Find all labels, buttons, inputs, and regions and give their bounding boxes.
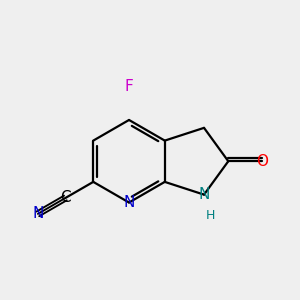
Text: C: C [60, 190, 71, 206]
Text: N: N [123, 195, 135, 210]
Text: O: O [256, 154, 268, 169]
Text: N: N [198, 187, 210, 202]
Text: N: N [32, 206, 44, 221]
Text: F: F [124, 79, 134, 94]
Text: H: H [206, 208, 215, 222]
